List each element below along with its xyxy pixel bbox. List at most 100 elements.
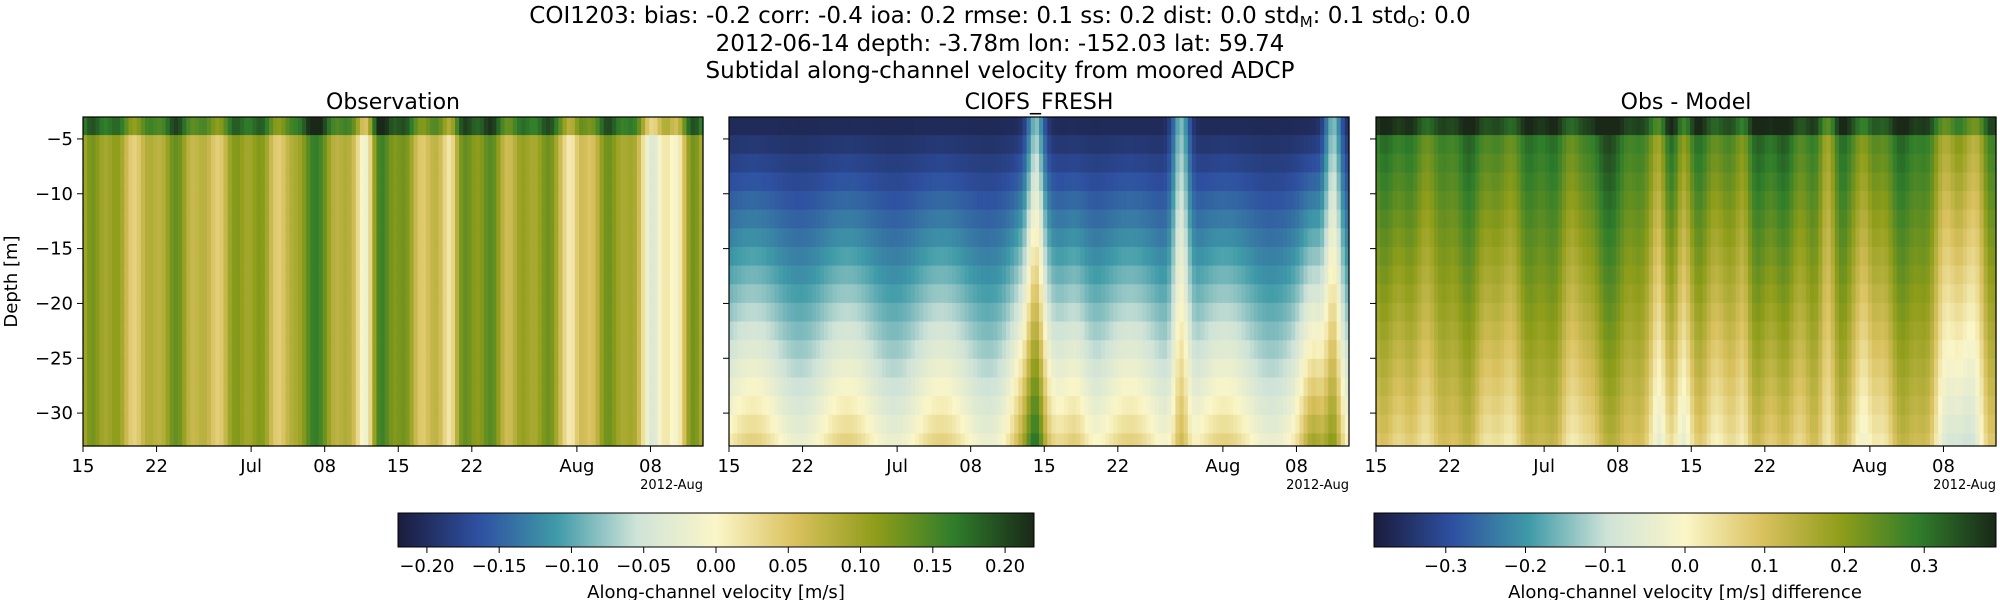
heatmap-cell — [128, 377, 134, 397]
heatmap-cell — [467, 135, 473, 155]
heatmap-cell — [1076, 246, 1081, 267]
heatmap-cell — [442, 117, 448, 136]
heatmap-cell — [467, 414, 473, 434]
heatmap-cell — [202, 117, 208, 136]
heatmap-cell — [923, 135, 928, 155]
heatmap-cell — [1047, 433, 1052, 447]
heatmap-cell — [1163, 340, 1168, 360]
heatmap-cell — [766, 321, 771, 341]
heatmap-cell — [87, 340, 92, 360]
heatmap-cell — [1212, 358, 1218, 379]
heatmap-cell — [87, 302, 92, 323]
heatmap-cell — [1034, 340, 1040, 360]
heatmap-cell — [935, 153, 941, 173]
heatmap-cell — [690, 265, 696, 285]
heatmap-cell — [1043, 153, 1048, 173]
heatmap-cell — [306, 358, 311, 379]
heatmap-cell — [1059, 265, 1065, 285]
heatmap-cell — [786, 209, 792, 229]
heatmap-cell — [1245, 117, 1251, 136]
heatmap-cell — [985, 246, 990, 267]
heatmap-cell — [674, 414, 679, 434]
heatmap-cell — [475, 396, 481, 416]
heatmap-cell — [463, 117, 468, 136]
heatmap-cell — [421, 153, 427, 173]
heatmap-cell — [132, 172, 138, 192]
heatmap-cell — [1134, 414, 1139, 434]
heatmap-cell — [376, 228, 382, 248]
heatmap-cell — [1134, 153, 1139, 173]
heatmap-cell — [492, 228, 497, 248]
heatmap-cell — [384, 265, 390, 285]
heatmap-cell — [923, 191, 928, 211]
heatmap-cell — [1146, 209, 1152, 229]
heatmap-cell — [1171, 377, 1176, 397]
heatmap-cell — [1158, 358, 1164, 379]
heatmap-cell — [782, 117, 788, 136]
heatmap-cell — [393, 302, 398, 323]
heatmap-cell — [417, 302, 423, 323]
heatmap-cell — [1158, 340, 1164, 360]
heatmap-cell — [182, 191, 187, 211]
heatmap-cell — [968, 414, 974, 434]
heatmap-cell — [289, 358, 295, 379]
heatmap-cell — [455, 153, 460, 173]
heatmap-cell — [393, 209, 398, 229]
heatmap-cell — [815, 135, 821, 155]
heatmap-cell — [815, 340, 821, 360]
heatmap-cell — [107, 117, 113, 136]
heatmap-cell — [1237, 117, 1243, 136]
heatmap-cell — [207, 191, 212, 211]
heatmap-cell — [99, 284, 105, 304]
heatmap-cell — [128, 321, 134, 341]
heatmap-cell — [442, 246, 448, 267]
heatmap-cell — [1191, 302, 1197, 323]
heatmap-cell — [649, 302, 654, 323]
heatmap-cell — [919, 265, 924, 285]
heatmap-cell — [169, 396, 175, 416]
heatmap-cell — [533, 135, 539, 155]
heatmap-cell — [409, 246, 415, 267]
heatmap-cell — [479, 302, 485, 323]
heatmap-cell — [318, 135, 324, 155]
heatmap-cell — [347, 135, 353, 155]
heatmap-cell — [1010, 265, 1015, 285]
heatmap-cell — [492, 135, 497, 155]
heatmap-cell — [786, 246, 792, 267]
heatmap-cell — [1163, 246, 1168, 267]
heatmap-cell — [355, 191, 361, 211]
heatmap-cell — [512, 135, 518, 155]
heatmap-cell — [799, 302, 804, 323]
heatmap-cell — [741, 396, 747, 416]
heatmap-cell — [968, 358, 974, 379]
heatmap-cell — [417, 209, 423, 229]
heatmap-cell — [1154, 284, 1160, 304]
heatmap-cell — [496, 377, 502, 397]
heatmap-cell — [1026, 209, 1032, 229]
heatmap-cell — [906, 340, 912, 360]
heatmap-cell — [766, 377, 771, 397]
heatmap-cell — [1034, 117, 1040, 136]
heatmap-cell — [479, 321, 485, 341]
heatmap-cell — [128, 191, 134, 211]
heatmap-cell — [1237, 172, 1243, 192]
heatmap-cell — [583, 340, 588, 360]
heatmap-cell — [318, 209, 324, 229]
heatmap-cell — [603, 172, 609, 192]
heatmap-cell — [231, 191, 237, 211]
heatmap-cell — [737, 246, 742, 267]
heatmap-cell — [745, 284, 751, 304]
heatmap-cell — [587, 358, 592, 379]
heatmap-cell — [140, 117, 146, 136]
heatmap-cell — [745, 358, 751, 379]
heatmap-cell — [1150, 265, 1156, 285]
heatmap-cell — [1183, 209, 1189, 229]
heatmap-cell — [1208, 284, 1214, 304]
heatmap-cell — [915, 321, 920, 341]
heatmap-cell — [380, 340, 386, 360]
heatmap-cell — [877, 377, 883, 397]
heatmap-cell — [136, 265, 142, 285]
heatmap-cell — [624, 396, 630, 416]
heatmap-cell — [886, 377, 891, 397]
heatmap-cell — [211, 246, 216, 267]
